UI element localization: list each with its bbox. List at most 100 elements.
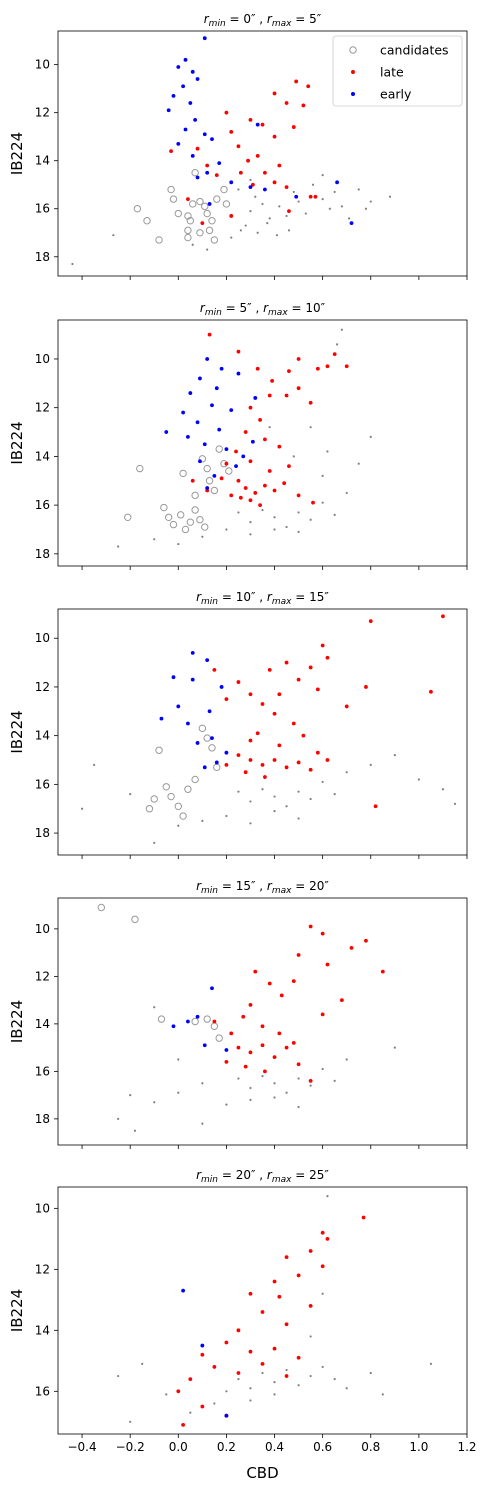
late-point	[277, 692, 282, 697]
field-point	[206, 248, 209, 251]
late-point	[263, 170, 267, 175]
field-point	[273, 516, 276, 519]
field-point	[273, 1393, 276, 1396]
candidate-point	[191, 491, 199, 500]
panel-title: rmin = 0″ , rmax = 5″	[204, 12, 322, 29]
candidate-point	[189, 200, 197, 208]
early-point	[181, 410, 186, 415]
late-point	[263, 483, 267, 488]
field-point	[237, 1378, 240, 1381]
early-point	[263, 187, 267, 192]
title-part: = 20″ ,	[218, 1168, 267, 1182]
field-point	[191, 243, 194, 246]
late-point	[243, 770, 248, 775]
candidate-point	[124, 513, 132, 521]
field-point	[112, 234, 115, 237]
late-point	[272, 758, 277, 762]
title-part: = 15″ ,	[218, 879, 267, 893]
candidate-point	[205, 477, 214, 485]
late-point	[260, 1310, 265, 1314]
late-point	[248, 1050, 253, 1055]
candidate-point	[208, 217, 216, 225]
field-point	[249, 210, 252, 213]
field-point	[249, 1086, 252, 1090]
late-point	[272, 1279, 277, 1284]
field-point	[261, 202, 264, 206]
scatter-points	[97, 903, 396, 1132]
candidate-point	[222, 200, 231, 208]
field-point	[297, 790, 300, 793]
field-point	[369, 763, 372, 766]
early-point	[234, 464, 238, 469]
late-point	[349, 945, 354, 950]
title-part: min	[201, 886, 218, 896]
y-tick-label: 12	[35, 680, 50, 694]
scatter-points	[80, 614, 457, 844]
field-point	[261, 508, 264, 512]
field-point	[129, 1420, 132, 1423]
y-axis-label: IB224	[8, 710, 26, 753]
candidate-point	[97, 903, 106, 912]
field-point	[321, 1067, 324, 1071]
candidate-point	[162, 783, 170, 791]
late-point	[236, 478, 241, 483]
early-point	[171, 1024, 176, 1029]
field-point	[345, 1058, 348, 1061]
late-point	[229, 129, 234, 134]
field-point	[177, 824, 180, 827]
title-part: max	[272, 1175, 292, 1185]
legend-label-early: early	[380, 87, 412, 102]
early-point	[176, 141, 181, 146]
candidate-point	[215, 445, 223, 453]
candidate-point	[186, 518, 195, 526]
early-point	[217, 161, 222, 166]
late-point	[373, 804, 378, 809]
early-point	[236, 371, 241, 376]
late-point	[301, 733, 306, 738]
early-point	[349, 221, 354, 226]
candidate-point	[196, 197, 204, 206]
late-point	[320, 1230, 325, 1235]
late-point	[212, 1019, 217, 1024]
field-point	[453, 802, 457, 805]
early-point	[202, 36, 207, 41]
early-point	[176, 65, 181, 69]
title-part: r	[196, 1168, 202, 1182]
early-point	[164, 430, 169, 434]
late-point	[284, 393, 289, 398]
late-point	[284, 1322, 289, 1327]
late-point	[344, 704, 349, 709]
early-point	[186, 1019, 190, 1024]
field-point	[225, 814, 228, 818]
field-point	[249, 178, 252, 182]
field-point	[333, 1378, 336, 1381]
late-point	[248, 459, 253, 464]
title-part: = 20″	[291, 879, 329, 893]
late-point	[255, 366, 260, 371]
early-point	[198, 376, 202, 381]
field-point	[304, 212, 307, 215]
early-point	[190, 677, 195, 682]
field-point	[297, 1105, 300, 1109]
title-part: r	[196, 879, 202, 893]
early-point	[214, 386, 219, 391]
early-point	[210, 403, 214, 408]
late-point	[364, 938, 368, 943]
candidate-point	[220, 185, 228, 194]
field-point	[309, 1374, 312, 1378]
field-point	[213, 1402, 216, 1405]
late-point	[287, 369, 291, 374]
field-point	[309, 518, 312, 521]
late-point	[255, 731, 260, 736]
late-point	[308, 194, 313, 199]
early-point	[205, 486, 210, 490]
field-point	[335, 343, 339, 346]
y-tick-label: 14	[35, 729, 50, 743]
late-point	[267, 981, 272, 986]
field-point	[429, 1362, 433, 1365]
late-point	[260, 122, 265, 127]
late-point	[207, 332, 212, 337]
